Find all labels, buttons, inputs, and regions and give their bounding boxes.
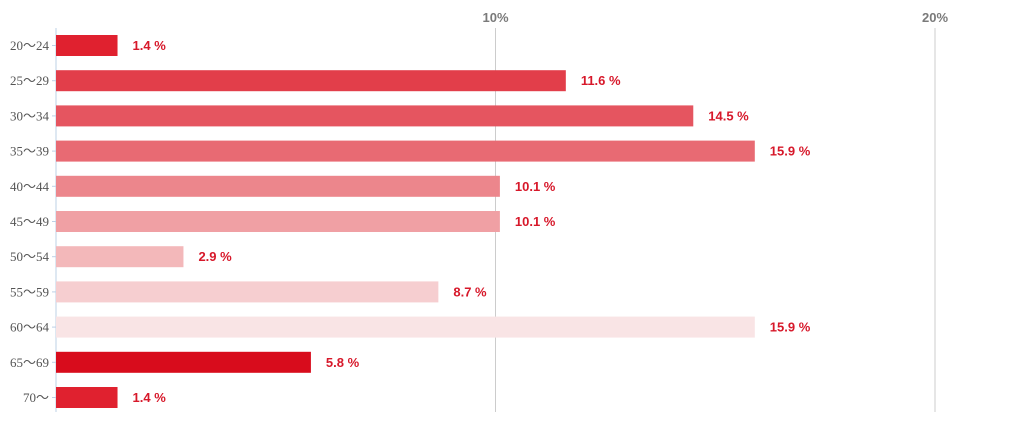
bar-25〜29 [56,70,566,92]
category-label: 35〜39 [10,144,49,159]
category-label: 60〜64 [10,320,50,335]
category-label: 65〜69 [10,355,49,370]
category-label: 45〜49 [10,214,49,229]
category-label: 55〜59 [10,284,49,299]
category-label: 30〜34 [10,108,50,123]
value-labels: 1.4 % 11.6 % 14.5 % 15.9 % 10.1 % 10.1 % 2.9 %… [133,38,811,405]
bar-45〜49 [56,211,500,232]
value-label: 11.6 % [581,73,621,88]
bar-60〜64 [56,316,755,338]
bars [56,35,755,408]
bar-30〜34 [56,105,694,127]
category-label: 40〜44 [10,179,50,194]
bar-65〜69 [56,351,311,373]
bar-55〜59 [56,281,439,303]
category-labels: 20〜24 25〜29 30〜34 35〜39 40〜44 45〜49 50〜54 55〜59… [10,38,56,405]
x-axis-ticks: 10% 20% [482,10,948,25]
bar-35〜39 [56,140,755,162]
value-label: 15.9 % [770,144,811,159]
bar-20〜24 [56,35,118,56]
x-tick-label: 10% [482,10,508,25]
category-label: 70〜 [23,390,49,405]
value-label: 14.5 % [708,108,749,123]
bar-40〜44 [56,175,500,197]
value-label: 15.9 % [770,320,811,335]
bar-70〜 [56,387,118,408]
x-tick-label: 20% [922,10,948,25]
value-label: 8.7 % [453,284,487,299]
category-label: 50〜54 [10,249,50,264]
value-label: 10.1 % [515,214,556,229]
value-label: 10.1 % [515,179,556,194]
value-label: 1.4 % [133,390,167,405]
bar-50〜54 [56,246,184,268]
value-label: 5.8 % [326,355,360,370]
value-label: 2.9 % [198,249,232,264]
category-label: 20〜24 [10,38,50,53]
value-label: 1.4 % [133,38,167,53]
category-label: 25〜29 [10,73,49,88]
